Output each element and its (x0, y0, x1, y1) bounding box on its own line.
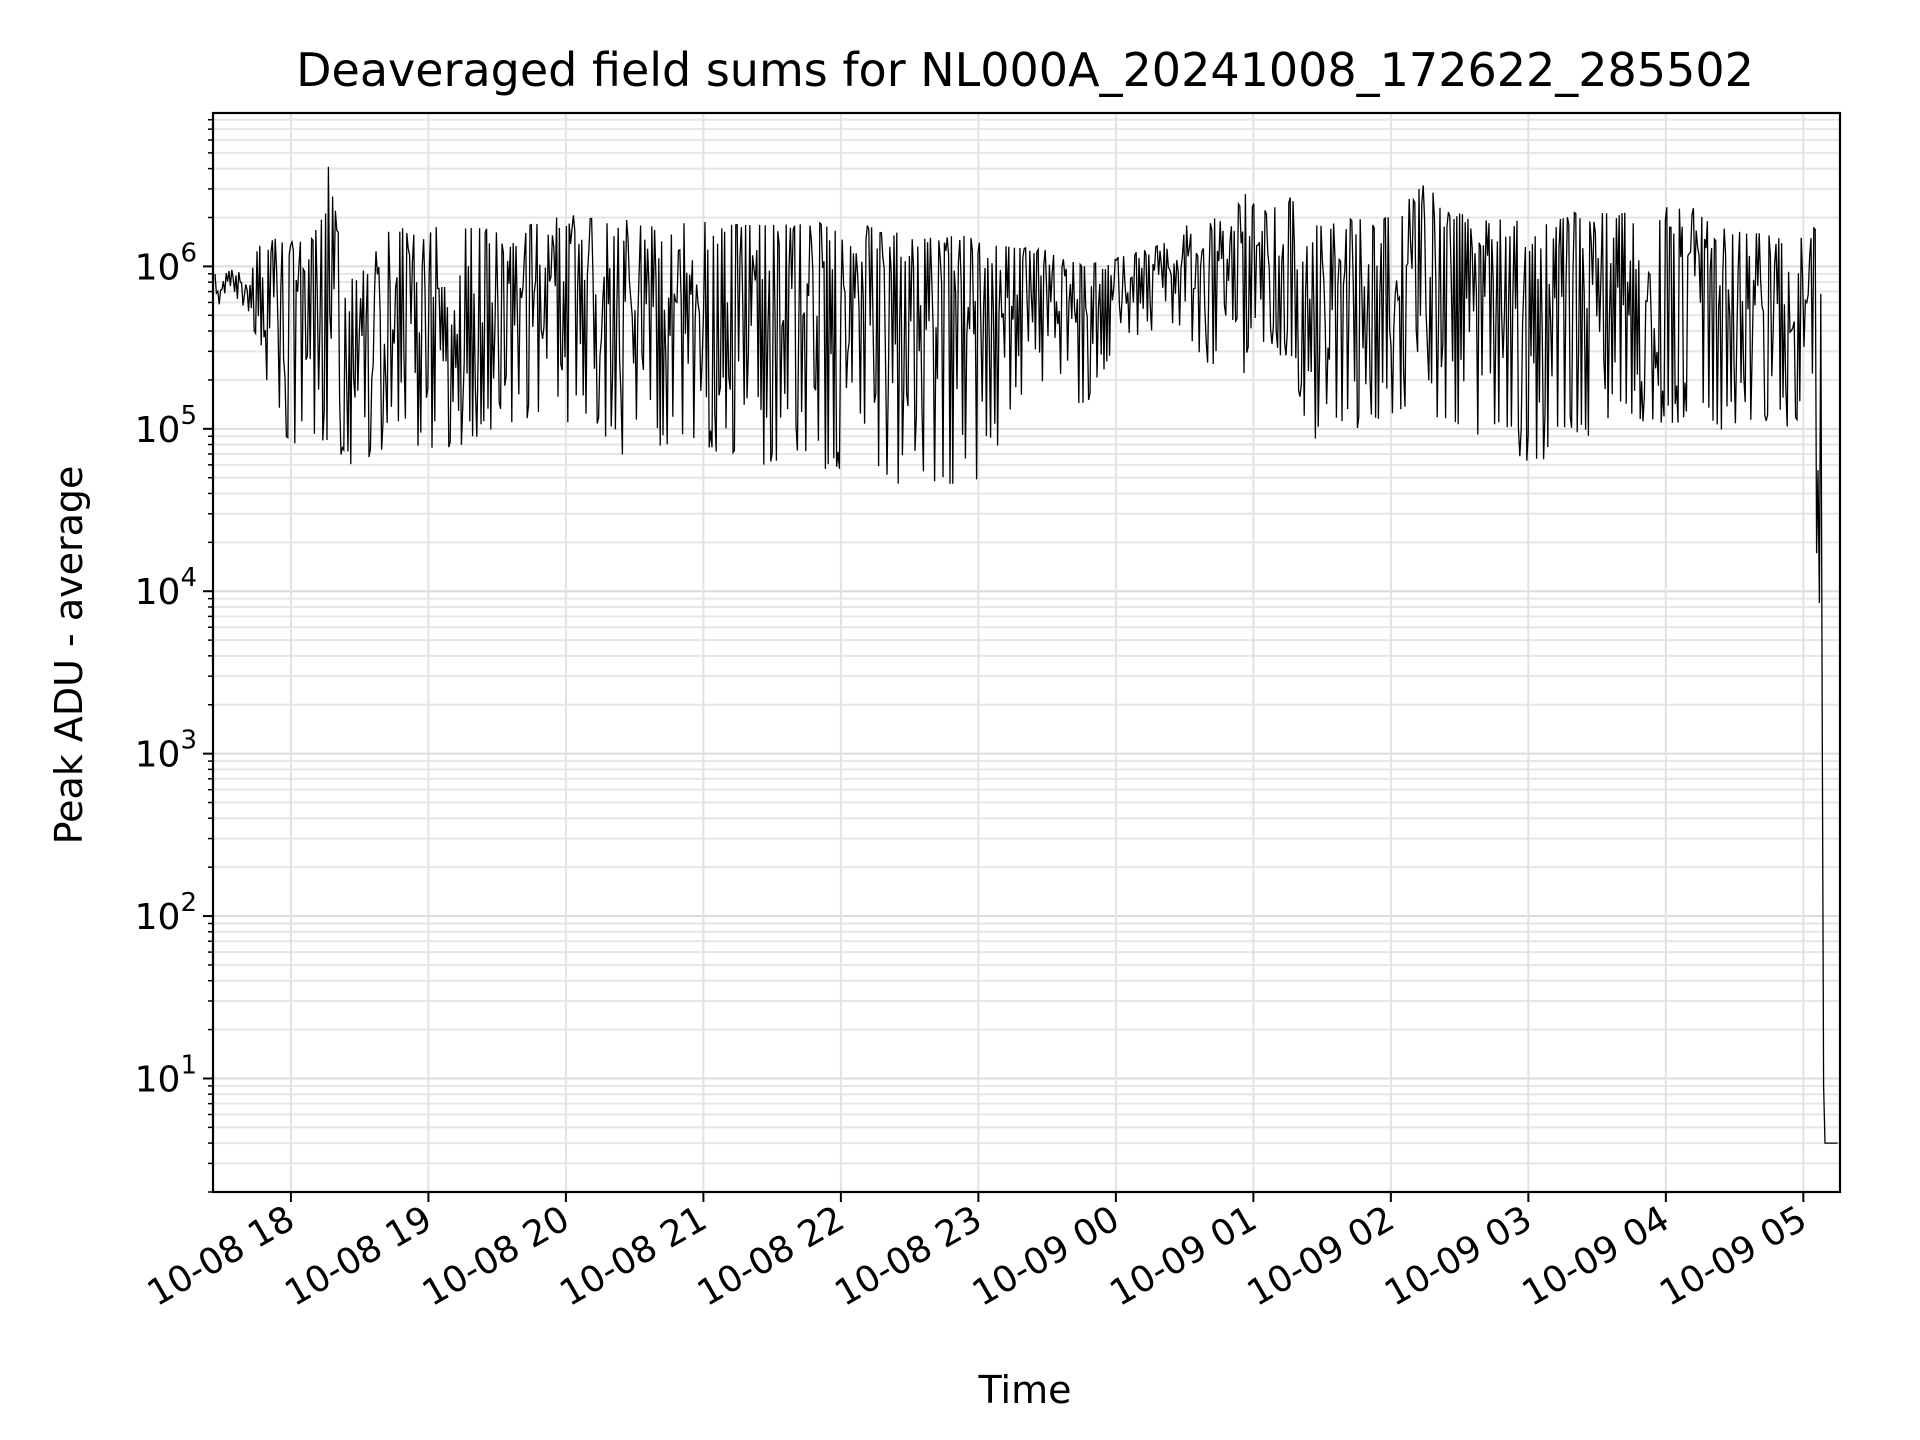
series-line (214, 166, 1838, 1144)
x-tick-label: 10-08 23 (828, 1198, 989, 1314)
y-tick-label: 101 (135, 1050, 197, 1100)
y-tick-label: 102 (135, 888, 197, 938)
x-tick-label: 10-09 04 (1516, 1198, 1677, 1314)
x-tick-label: 10-08 22 (691, 1198, 852, 1314)
x-tick-label: 10-09 02 (1241, 1198, 1402, 1314)
x-tick-label: 10-09 03 (1378, 1198, 1539, 1314)
plot-frame (211, 111, 1842, 1194)
y-tick-label: 106 (135, 238, 197, 288)
y-axis-label: Peak ADU - average (47, 466, 91, 845)
data-series (214, 166, 1838, 1144)
y-tick-label: 105 (135, 401, 197, 451)
x-tick-label: 10-09 00 (966, 1198, 1127, 1314)
y-tick-label: 104 (135, 563, 197, 613)
x-tick-label: 10-08 20 (416, 1198, 577, 1314)
x-axis-label: Time (978, 1368, 1072, 1412)
x-tick-label: 10-09 05 (1653, 1198, 1814, 1314)
y-tick-label: 103 (135, 726, 197, 776)
x-tick-label: 10-08 19 (278, 1198, 439, 1314)
chart-title: Deaveraged field sums for NL000A_2024100… (296, 43, 1754, 97)
x-tick-label: 10-09 01 (1103, 1198, 1264, 1314)
x-tick-label: 10-08 18 (141, 1198, 302, 1314)
x-tick-label: 10-08 21 (553, 1198, 714, 1314)
